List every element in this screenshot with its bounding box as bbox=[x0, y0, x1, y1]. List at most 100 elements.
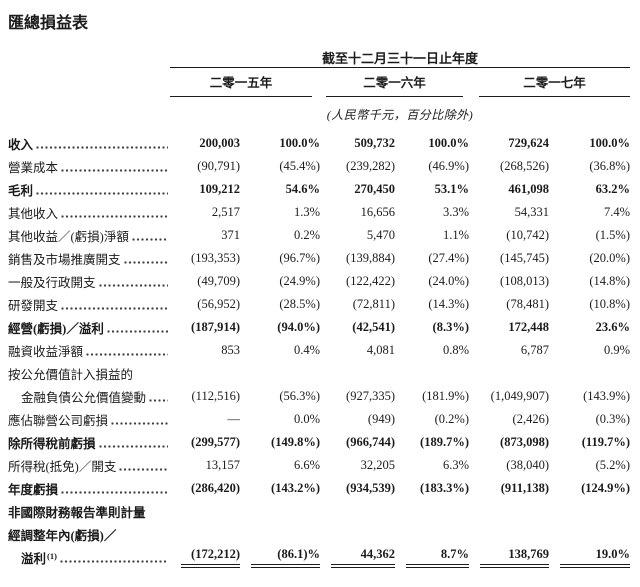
table-row: 其他收入 2,517 1.3% 16,656 3.3% 54,331 7.4% bbox=[8, 201, 630, 224]
cell-value: (49,709) bbox=[197, 274, 240, 288]
row-label: 按公允價值計入損益的 bbox=[8, 368, 134, 382]
cell-2017-value: (108,013) bbox=[469, 270, 549, 293]
leader-dots bbox=[119, 467, 168, 471]
leader-dots bbox=[106, 329, 168, 333]
cell-2015-percent bbox=[240, 500, 320, 523]
cell-value: (24.0%) bbox=[428, 274, 469, 288]
table-row: 經調整年內(虧損)／ bbox=[8, 523, 630, 546]
cell-value: 3.3% bbox=[442, 205, 469, 219]
cell-value: (28.5%) bbox=[279, 297, 320, 311]
table-row: 營業成本 (90,791) (45.4%) (239,282) (46.9%) … bbox=[8, 155, 630, 178]
cell-2017-percent: 19.0% bbox=[549, 546, 631, 569]
cell-2016-value: 32,205 bbox=[320, 454, 395, 477]
leader-dots bbox=[98, 283, 168, 287]
row-label: 應佔聯營公司虧損 bbox=[8, 414, 109, 428]
cell-2015-percent: 6.6% bbox=[240, 454, 320, 477]
cell-2016-percent bbox=[395, 523, 469, 546]
row-label: 融資收益淨額 bbox=[8, 345, 84, 359]
cell-2017-percent: 63.2% bbox=[549, 178, 630, 201]
cell-value: (78,481) bbox=[506, 297, 549, 311]
table-row: 經營(虧損)／溢利 (187,914) (94.0%) (42,541) (8.… bbox=[8, 316, 630, 339]
cell-2015-percent: (24.9%) bbox=[240, 270, 320, 293]
cell-2015-value: (112,516) bbox=[170, 385, 241, 408]
cell-2015-percent: 0.2% bbox=[240, 224, 320, 247]
cell-2015-value: — bbox=[170, 408, 241, 431]
cell-2016-percent: (0.2%) bbox=[395, 408, 469, 431]
cell-2015-value: (187,914) bbox=[170, 316, 240, 339]
cell-value: 7.4% bbox=[603, 205, 631, 219]
table-row: 非國際財務報告準則計量 bbox=[8, 500, 630, 523]
row-label: 經營(虧損)／溢利 bbox=[8, 322, 104, 336]
cell-2017-value: (38,040) bbox=[469, 454, 549, 477]
cell-2017-value: (873,098) bbox=[469, 431, 549, 454]
header-spacer bbox=[8, 48, 170, 68]
leader-dots bbox=[61, 214, 168, 218]
cell-value: (1,049,907) bbox=[490, 389, 549, 403]
cell-2017-percent: 23.6% bbox=[549, 316, 630, 339]
row-label-cell: 年度虧損 bbox=[8, 477, 170, 500]
cell-value: (966,744) bbox=[346, 435, 395, 449]
cell-2015-percent: 1.3% bbox=[240, 201, 320, 224]
cell-2017-percent: (10.8%) bbox=[549, 293, 630, 316]
profit-loss-table: 截至十二月三十一日止年度 二零一五年 二零一六年 二零一七年 (人民幣千元，百分… bbox=[8, 48, 631, 569]
cell-2016-percent: (8.3%) bbox=[395, 316, 469, 339]
cell-2016-percent: (27.4%) bbox=[395, 247, 469, 270]
cell-2017-value: (78,481) bbox=[469, 293, 549, 316]
cell-2016-percent: 8.7% bbox=[395, 546, 469, 569]
cell-2015-percent: (56.3%) bbox=[240, 385, 320, 408]
header-spacer bbox=[8, 68, 170, 97]
cell-value: 53.1% bbox=[434, 182, 469, 196]
cell-2015-value: (172,212) bbox=[170, 546, 240, 569]
year-header-row: 二零一五年 二零一六年 二零一七年 bbox=[8, 68, 631, 97]
cell-2015-value: 2,517 bbox=[170, 201, 240, 224]
cell-value: 200,003 bbox=[199, 136, 240, 150]
cell-value: (72,811) bbox=[352, 297, 395, 311]
cell-2015-percent: (143.2%) bbox=[240, 477, 320, 500]
cell-2015-value: 371 bbox=[170, 224, 240, 247]
cell-2016-percent bbox=[395, 500, 469, 523]
cell-2016-value: 509,732 bbox=[320, 132, 395, 155]
cell-value: (143.9%) bbox=[583, 389, 631, 403]
table-row: 年度虧損 (286,420) (143.2%) (934,539) (183.3… bbox=[8, 477, 630, 500]
cell-value: (119.7%) bbox=[581, 435, 631, 449]
row-label: 研發開支 bbox=[8, 299, 59, 313]
cell-value: 4,081 bbox=[366, 343, 395, 357]
cell-2017-value: 6,787 bbox=[469, 339, 549, 362]
table-row: 金融負債公允價值變動 (112,516) (56.3%) (927,335) (… bbox=[8, 385, 630, 408]
cell-2016-value: 44,362 bbox=[320, 546, 395, 569]
leader-dots bbox=[61, 168, 168, 172]
cell-2017-percent: (5.2%) bbox=[549, 454, 630, 477]
cell-2017-percent: 7.4% bbox=[549, 201, 630, 224]
cell-2017-percent: (1.5%) bbox=[549, 224, 630, 247]
cell-2017-percent: 100.0% bbox=[549, 132, 630, 155]
cell-value: (189.7%) bbox=[420, 435, 469, 449]
cell-value: (10.8%) bbox=[589, 297, 631, 311]
leader-dots bbox=[61, 490, 168, 494]
cell-2017-value bbox=[469, 362, 549, 385]
cell-value: (193,353) bbox=[191, 251, 240, 265]
cell-2016-value: 270,450 bbox=[320, 178, 395, 201]
row-label-cell: 經調整年內(虧損)／ bbox=[8, 523, 170, 546]
cell-2015-value: (299,577) bbox=[170, 431, 240, 454]
cell-value: 0.8% bbox=[442, 343, 469, 357]
cell-2015-value: (56,952) bbox=[170, 293, 240, 316]
header-spacer bbox=[8, 96, 170, 132]
cell-2016-percent: (14.3%) bbox=[395, 293, 469, 316]
cell-2015-percent: (45.4%) bbox=[240, 155, 320, 178]
row-label-cell: 研發開支 bbox=[8, 293, 170, 316]
cell-value: (149.8%) bbox=[271, 435, 320, 449]
cell-2015-value: (49,709) bbox=[170, 270, 240, 293]
cell-value: 172,448 bbox=[508, 320, 549, 334]
cell-2017-value: 729,624 bbox=[469, 132, 549, 155]
cell-2016-value: (239,282) bbox=[320, 155, 395, 178]
table-row: 一般及行政開支 (49,709) (24.9%) (122,422) (24.0… bbox=[8, 270, 630, 293]
cell-2017-percent bbox=[549, 362, 630, 385]
cell-value: 6.6% bbox=[293, 458, 320, 472]
cell-value: (108,013) bbox=[500, 274, 549, 288]
cell-value: 23.6% bbox=[595, 320, 631, 334]
row-label-cell: 應佔聯營公司虧損 bbox=[8, 408, 170, 431]
cell-2017-percent: (0.3%) bbox=[549, 408, 630, 431]
cell-2017-value: 54,331 bbox=[469, 201, 549, 224]
cell-2016-percent bbox=[395, 362, 469, 385]
cell-value: (38,040) bbox=[506, 458, 549, 472]
